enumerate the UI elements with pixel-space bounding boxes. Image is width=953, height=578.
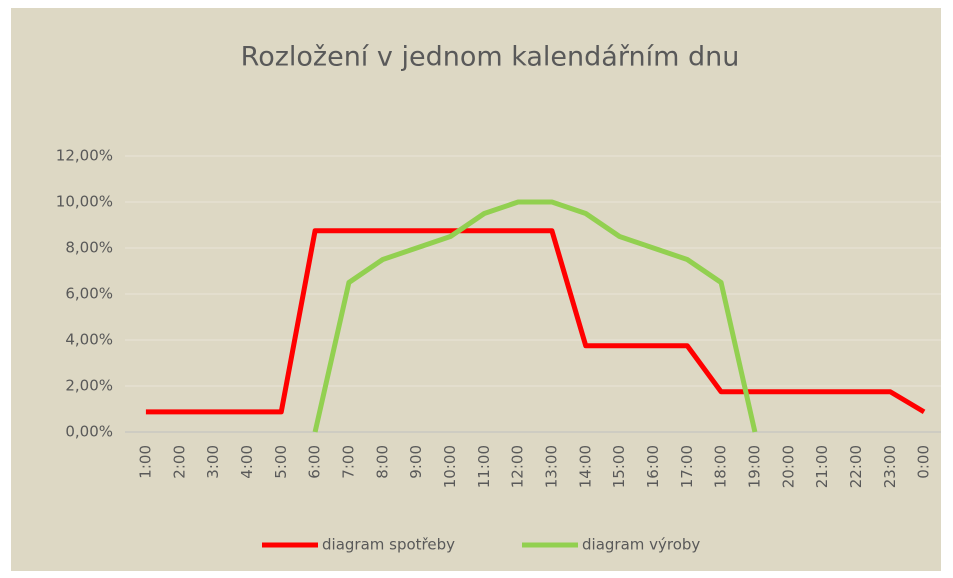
x-tick-label: 3:00 [204, 445, 222, 479]
x-tick-label: 8:00 [373, 445, 391, 479]
line-series [145, 228, 926, 415]
x-tick-label: 15:00 [610, 445, 628, 488]
y-tick-label: 10,00% [56, 193, 113, 211]
x-tick-label: 13:00 [542, 445, 560, 488]
legend-label: diagram spotřeby [322, 536, 455, 554]
y-tick-label: 12,00% [56, 147, 113, 165]
x-tick-label: 9:00 [407, 445, 425, 479]
x-tick-label: 17:00 [678, 445, 696, 488]
y-tick-label: 0,00% [65, 423, 113, 441]
x-tick-label: 19:00 [745, 445, 763, 488]
x-tick-label: 5:00 [272, 445, 290, 479]
y-tick-label: 6,00% [65, 285, 113, 303]
x-tick-label: 18:00 [712, 445, 730, 488]
x-tick-label: 11:00 [475, 445, 493, 488]
x-tick-label: 1:00 [136, 445, 154, 479]
x-tick-label: 21:00 [813, 445, 831, 488]
x-tick-label: 7:00 [339, 445, 357, 479]
y-tick-label: 2,00% [65, 377, 113, 395]
x-tick-label: 23:00 [881, 445, 899, 488]
x-tick-label: 2:00 [170, 445, 188, 479]
x-tick-label: 16:00 [644, 445, 662, 488]
x-tick-label: 0:00 [915, 445, 933, 479]
x-tick-label: 20:00 [779, 445, 797, 488]
chart-title: Rozložení v jednom kalendářním dnu [241, 42, 740, 73]
x-tick-label: 6:00 [306, 445, 324, 479]
chart-background [11, 8, 941, 571]
y-tick-label: 4,00% [65, 331, 113, 349]
legend-label: diagram výroby [582, 536, 700, 554]
x-tick-label: 22:00 [847, 445, 865, 488]
x-tick-label: 12:00 [509, 445, 527, 488]
y-tick-label: 8,00% [65, 239, 113, 257]
x-tick-label: 4:00 [238, 445, 256, 479]
x-tick-label: 10:00 [441, 445, 459, 488]
x-tick-label: 14:00 [576, 445, 594, 488]
line-series [312, 199, 758, 433]
